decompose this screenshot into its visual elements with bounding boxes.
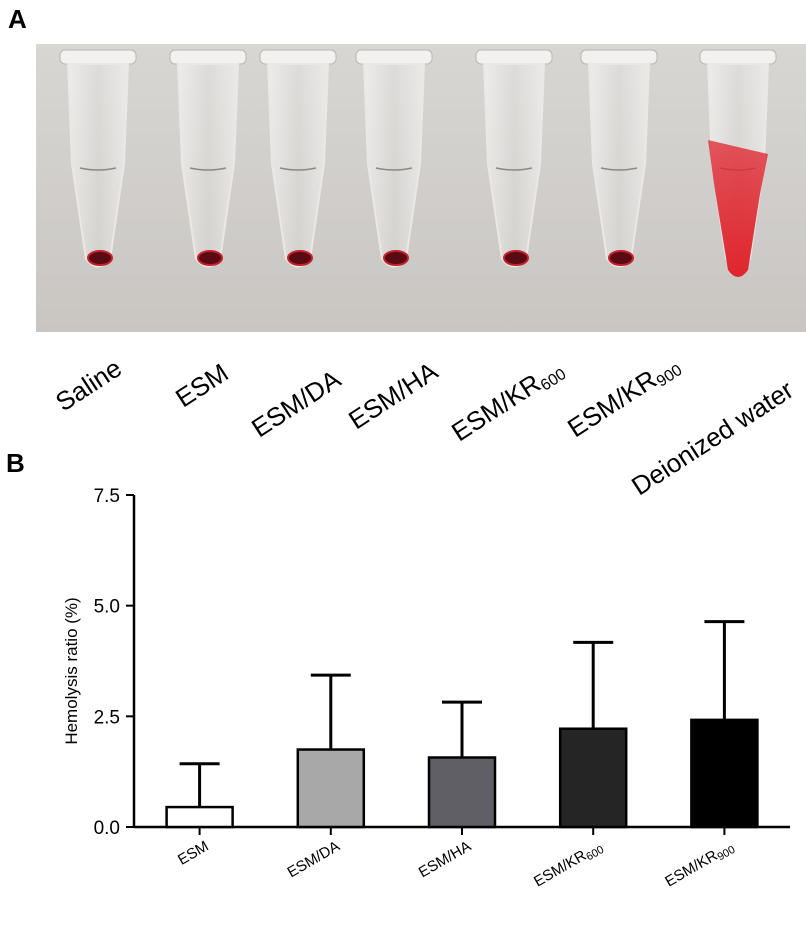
tube-label-esm: ESM — [170, 357, 234, 414]
tube-body — [266, 63, 330, 268]
blood-pellet — [287, 250, 313, 266]
tube-cap — [580, 49, 658, 65]
tube-label-saline: Saline — [50, 352, 127, 418]
tube-fill-line — [495, 167, 533, 171]
blood-pellet — [87, 250, 113, 266]
tube-fill-line — [375, 167, 413, 171]
y-tick-label: 5.0 — [94, 597, 120, 618]
tube-body — [176, 63, 240, 268]
tube-label-esm-kr600: ESM/KR600 — [446, 365, 570, 448]
tube-body — [587, 63, 651, 268]
tube-cap — [259, 49, 337, 65]
tube-label-esm-ha: ESM/HA — [343, 355, 443, 436]
x-tick-label: ESM/KR900 — [662, 838, 737, 892]
blood-pellet — [197, 250, 223, 266]
x-tick-label: ESM/HA — [416, 838, 474, 881]
tube-cap — [355, 49, 433, 65]
y-tick-label: 2.5 — [94, 707, 120, 728]
tube-6 — [580, 49, 658, 268]
tube-1 — [59, 49, 137, 268]
bar — [165, 805, 234, 829]
panel-b-label: B — [6, 448, 25, 478]
bar — [296, 748, 366, 829]
y-axis-label: Hemolysis ratio (%) — [62, 597, 81, 744]
tube-label-esm-kr900: ESM/KR900 — [562, 361, 686, 444]
hemolyzed-liquid — [708, 140, 768, 277]
y-tick-label: 7.5 — [94, 486, 120, 507]
bar — [427, 756, 497, 829]
tube-2 — [169, 49, 247, 268]
tube-body — [66, 63, 130, 268]
tube-label-esm-da: ESM/DA — [246, 363, 346, 444]
tube-fill-line — [279, 167, 317, 171]
tube-5 — [475, 49, 553, 268]
x-tick-label: ESM/KR600 — [531, 838, 606, 892]
x-tick-label: ESM/DA — [284, 838, 342, 881]
tube-fill-line — [189, 167, 227, 171]
y-tick-label: 0.0 — [94, 818, 120, 839]
blood-pellet — [503, 250, 529, 266]
tube-photo — [36, 44, 806, 332]
tube-3 — [259, 49, 337, 268]
tube-fill-line — [79, 167, 117, 171]
tube-4 — [355, 49, 433, 268]
tube-7 — [699, 49, 777, 277]
tube-fill-line — [600, 167, 638, 171]
tube-cap — [475, 49, 553, 65]
blood-pellet — [383, 250, 409, 266]
tube-cap — [169, 49, 247, 65]
bar — [558, 727, 628, 829]
tube-cap — [699, 49, 777, 65]
tube-photo-image — [36, 44, 806, 332]
panel-a-label: A — [8, 4, 27, 34]
blood-pellet — [608, 250, 634, 266]
bar — [690, 718, 759, 829]
tube-body — [482, 63, 546, 268]
x-tick-label: ESM — [175, 838, 212, 869]
tube-body — [362, 63, 426, 268]
hemolysis-bar-chart: 0.0 2.5 5.0 7.5 Hemolysis ratio (%) ESM ESM/DA… — [62, 486, 790, 892]
tube-cap — [59, 49, 137, 65]
